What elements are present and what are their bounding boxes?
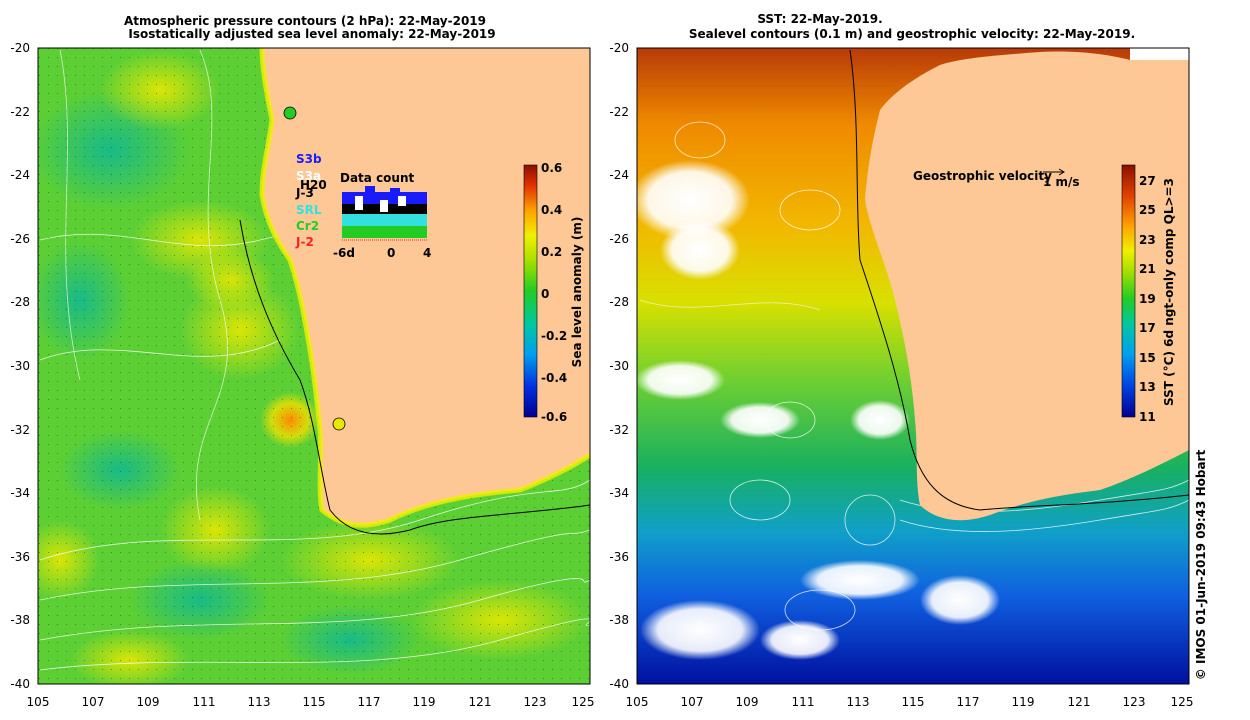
x-tick-label: 111 bbox=[792, 695, 815, 709]
right-colorbar: 27 25 23 21 19 17 15 13 11 SST (°C) 6d n… bbox=[1121, 164, 1176, 424]
y-tick-label: -36 bbox=[10, 550, 30, 564]
x-tick-label: 113 bbox=[248, 695, 271, 709]
y-tick-label: -30 bbox=[609, 359, 629, 373]
x-tick-label: 115 bbox=[902, 695, 925, 709]
left-x-axis: 105 107 109 111 113 115 117 119 121 123 … bbox=[27, 695, 595, 709]
data-count-tick: 4 bbox=[423, 246, 431, 260]
right-panel: SST: 22-May-2019. Sealevel contours (0.1… bbox=[609, 12, 1193, 709]
y-tick-label: -40 bbox=[609, 677, 629, 691]
colorbar-label: SST (°C) 6d ngt-only comp QL>=3 bbox=[1162, 178, 1176, 406]
velocity-legend: Geostrophic velocity 1 m/s bbox=[913, 168, 1080, 189]
left-colorbar: 0.6 0.4 0.2 0 -0.2 -0.4 -0.6 Sea level a… bbox=[523, 161, 584, 424]
x-tick-label: 117 bbox=[957, 695, 980, 709]
right-title-line2: Sealevel contours (0.1 m) and geostrophi… bbox=[689, 27, 1135, 41]
x-tick-label: 109 bbox=[736, 695, 759, 709]
x-tick-label: 119 bbox=[413, 695, 436, 709]
mission-label: S3a bbox=[296, 169, 321, 183]
y-tick-label: -26 bbox=[10, 232, 30, 246]
data-count-title: Data count bbox=[340, 171, 415, 185]
y-tick-label: -20 bbox=[609, 41, 629, 55]
x-tick-label: 125 bbox=[572, 695, 595, 709]
x-tick-label: 121 bbox=[1068, 695, 1091, 709]
x-tick-label: 119 bbox=[1012, 695, 1035, 709]
data-count-inset: Data count -6d 0 4 bbox=[333, 171, 431, 260]
x-tick-label: 105 bbox=[626, 695, 649, 709]
station-marker-green[interactable] bbox=[283, 106, 297, 120]
y-tick-label: -32 bbox=[10, 423, 30, 437]
y-tick-label: -22 bbox=[10, 105, 30, 119]
colorbar-tick: -0.6 bbox=[541, 410, 567, 424]
mission-label: SRL bbox=[296, 203, 322, 217]
colorbar-tick: 0.6 bbox=[541, 161, 562, 175]
left-y-axis: -20 -22 -24 -26 -28 -30 -32 -34 -36 -38 … bbox=[10, 41, 30, 691]
velocity-scale-label: 1 m/s bbox=[1043, 175, 1080, 189]
overlay-label: H20 bbox=[300, 178, 327, 192]
colorbar-tick: 27 bbox=[1139, 174, 1156, 188]
y-tick-label: -20 bbox=[10, 41, 30, 55]
velocity-legend-label: Geostrophic velocity bbox=[913, 169, 1052, 183]
y-tick-label: -26 bbox=[609, 232, 629, 246]
colorbar-tick: 23 bbox=[1139, 233, 1156, 247]
y-tick-label: -34 bbox=[10, 486, 30, 500]
colorbar-tick: 11 bbox=[1139, 410, 1156, 424]
colorbar-label: Sea level anomaly (m) bbox=[570, 217, 584, 368]
right-land-australia bbox=[865, 48, 1189, 521]
y-tick-label: -36 bbox=[609, 550, 629, 564]
colorbar-tick: -0.2 bbox=[541, 329, 567, 343]
mission-label: S3b bbox=[296, 152, 322, 166]
imos-credit: © IMOS 01-Jun-2019 09:43 Hobart bbox=[1194, 450, 1208, 681]
right-title-line1: SST: 22-May-2019. bbox=[757, 12, 882, 26]
left-land-australia bbox=[262, 48, 590, 526]
right-map-area[interactable] bbox=[630, 48, 1189, 684]
colorbar-tick: 21 bbox=[1139, 262, 1156, 276]
colorbar-tick: 0 bbox=[541, 287, 549, 301]
y-tick-label: -28 bbox=[609, 295, 629, 309]
right-y-axis: -20 -22 -24 -26 -28 -30 -32 -34 -36 -38 … bbox=[609, 41, 629, 691]
x-tick-label: 125 bbox=[1171, 695, 1194, 709]
mission-label: J-3 bbox=[295, 186, 314, 200]
data-count-tick: -6d bbox=[333, 246, 355, 260]
station-marker-yellow[interactable] bbox=[332, 417, 346, 431]
x-tick-label: 121 bbox=[469, 695, 492, 709]
left-title-line1: Atmospheric pressure contours (2 hPa): 2… bbox=[124, 14, 486, 28]
data-count-tick: 0 bbox=[387, 246, 395, 260]
mission-legend: S3b S3a J-3 SRL Cr2 J-2 H20 bbox=[295, 152, 327, 249]
x-tick-label: 109 bbox=[137, 695, 160, 709]
x-tick-label: 123 bbox=[1123, 695, 1146, 709]
x-tick-label: 105 bbox=[27, 695, 50, 709]
left-map-area[interactable] bbox=[20, 48, 590, 690]
colorbar-tick: 13 bbox=[1139, 380, 1156, 394]
left-title-line2: Isostatically adjusted sea level anomaly… bbox=[128, 27, 495, 41]
y-tick-label: -24 bbox=[609, 168, 629, 182]
y-tick-label: -32 bbox=[609, 423, 629, 437]
colorbar-tick: 15 bbox=[1139, 351, 1156, 365]
y-tick-label: -22 bbox=[609, 105, 629, 119]
colorbar-tick: 19 bbox=[1139, 292, 1156, 306]
colorbar-tick: -0.4 bbox=[541, 371, 567, 385]
y-tick-label: -38 bbox=[609, 613, 629, 627]
right-x-axis: 105 107 109 111 113 115 117 119 121 123 … bbox=[626, 695, 1194, 709]
colorbar-tick: 0.2 bbox=[541, 245, 562, 259]
x-tick-label: 107 bbox=[681, 695, 704, 709]
x-tick-label: 113 bbox=[847, 695, 870, 709]
x-tick-label: 107 bbox=[82, 695, 105, 709]
y-tick-label: -40 bbox=[10, 677, 30, 691]
y-tick-label: -38 bbox=[10, 613, 30, 627]
x-tick-label: 117 bbox=[358, 695, 381, 709]
x-tick-label: 123 bbox=[524, 695, 547, 709]
colorbar-tick: 25 bbox=[1139, 203, 1156, 217]
colorbar-tick: 17 bbox=[1139, 321, 1156, 335]
left-panel: Atmospheric pressure contours (2 hPa): 2… bbox=[10, 14, 594, 709]
x-tick-label: 111 bbox=[193, 695, 216, 709]
mission-label: J-2 bbox=[295, 235, 314, 249]
y-tick-label: -34 bbox=[609, 486, 629, 500]
mission-label: Cr2 bbox=[296, 219, 319, 233]
y-tick-label: -24 bbox=[10, 168, 30, 182]
y-tick-label: -30 bbox=[10, 359, 30, 373]
data-count-bars bbox=[342, 186, 427, 238]
colorbar-tick: 0.4 bbox=[541, 203, 562, 217]
x-tick-label: 115 bbox=[303, 695, 326, 709]
y-tick-label: -28 bbox=[10, 295, 30, 309]
